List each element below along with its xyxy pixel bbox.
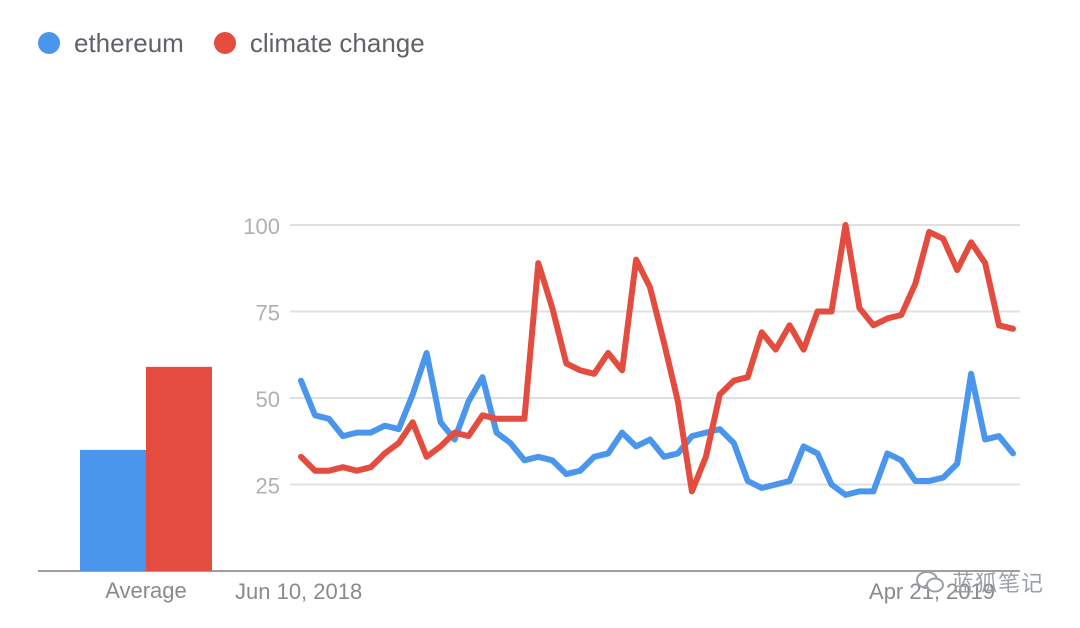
legend-label: climate change bbox=[249, 28, 425, 58]
average-bar-ethereum bbox=[80, 449, 146, 571]
legend-label: ethereum bbox=[74, 28, 184, 58]
series-line-climate-change bbox=[298, 222, 1016, 495]
y-tick-label: 75 bbox=[256, 301, 280, 326]
wechat-icon bbox=[915, 571, 944, 593]
average-label: Average bbox=[105, 578, 187, 603]
average-bar-climate-change bbox=[146, 366, 212, 571]
legend-dot-icon bbox=[38, 32, 60, 54]
legend-item-ethereum[interactable]: ethereum bbox=[38, 26, 184, 60]
y-tick-label: 50 bbox=[256, 387, 280, 412]
series-line-ethereum bbox=[298, 350, 1016, 498]
legend-item-climate-change[interactable]: climate change bbox=[213, 26, 425, 60]
watermark-text: 蓝狐笔记 bbox=[951, 571, 1044, 596]
chart-legend: ethereum climate change bbox=[38, 26, 455, 60]
legend-dot-icon bbox=[213, 32, 236, 54]
y-tick-label: 25 bbox=[256, 474, 280, 499]
watermark: 蓝狐笔记 bbox=[915, 566, 1044, 598]
y-tick-label: 100 bbox=[243, 214, 280, 239]
x-tick-label-start: Jun 10, 2018 bbox=[235, 579, 362, 604]
